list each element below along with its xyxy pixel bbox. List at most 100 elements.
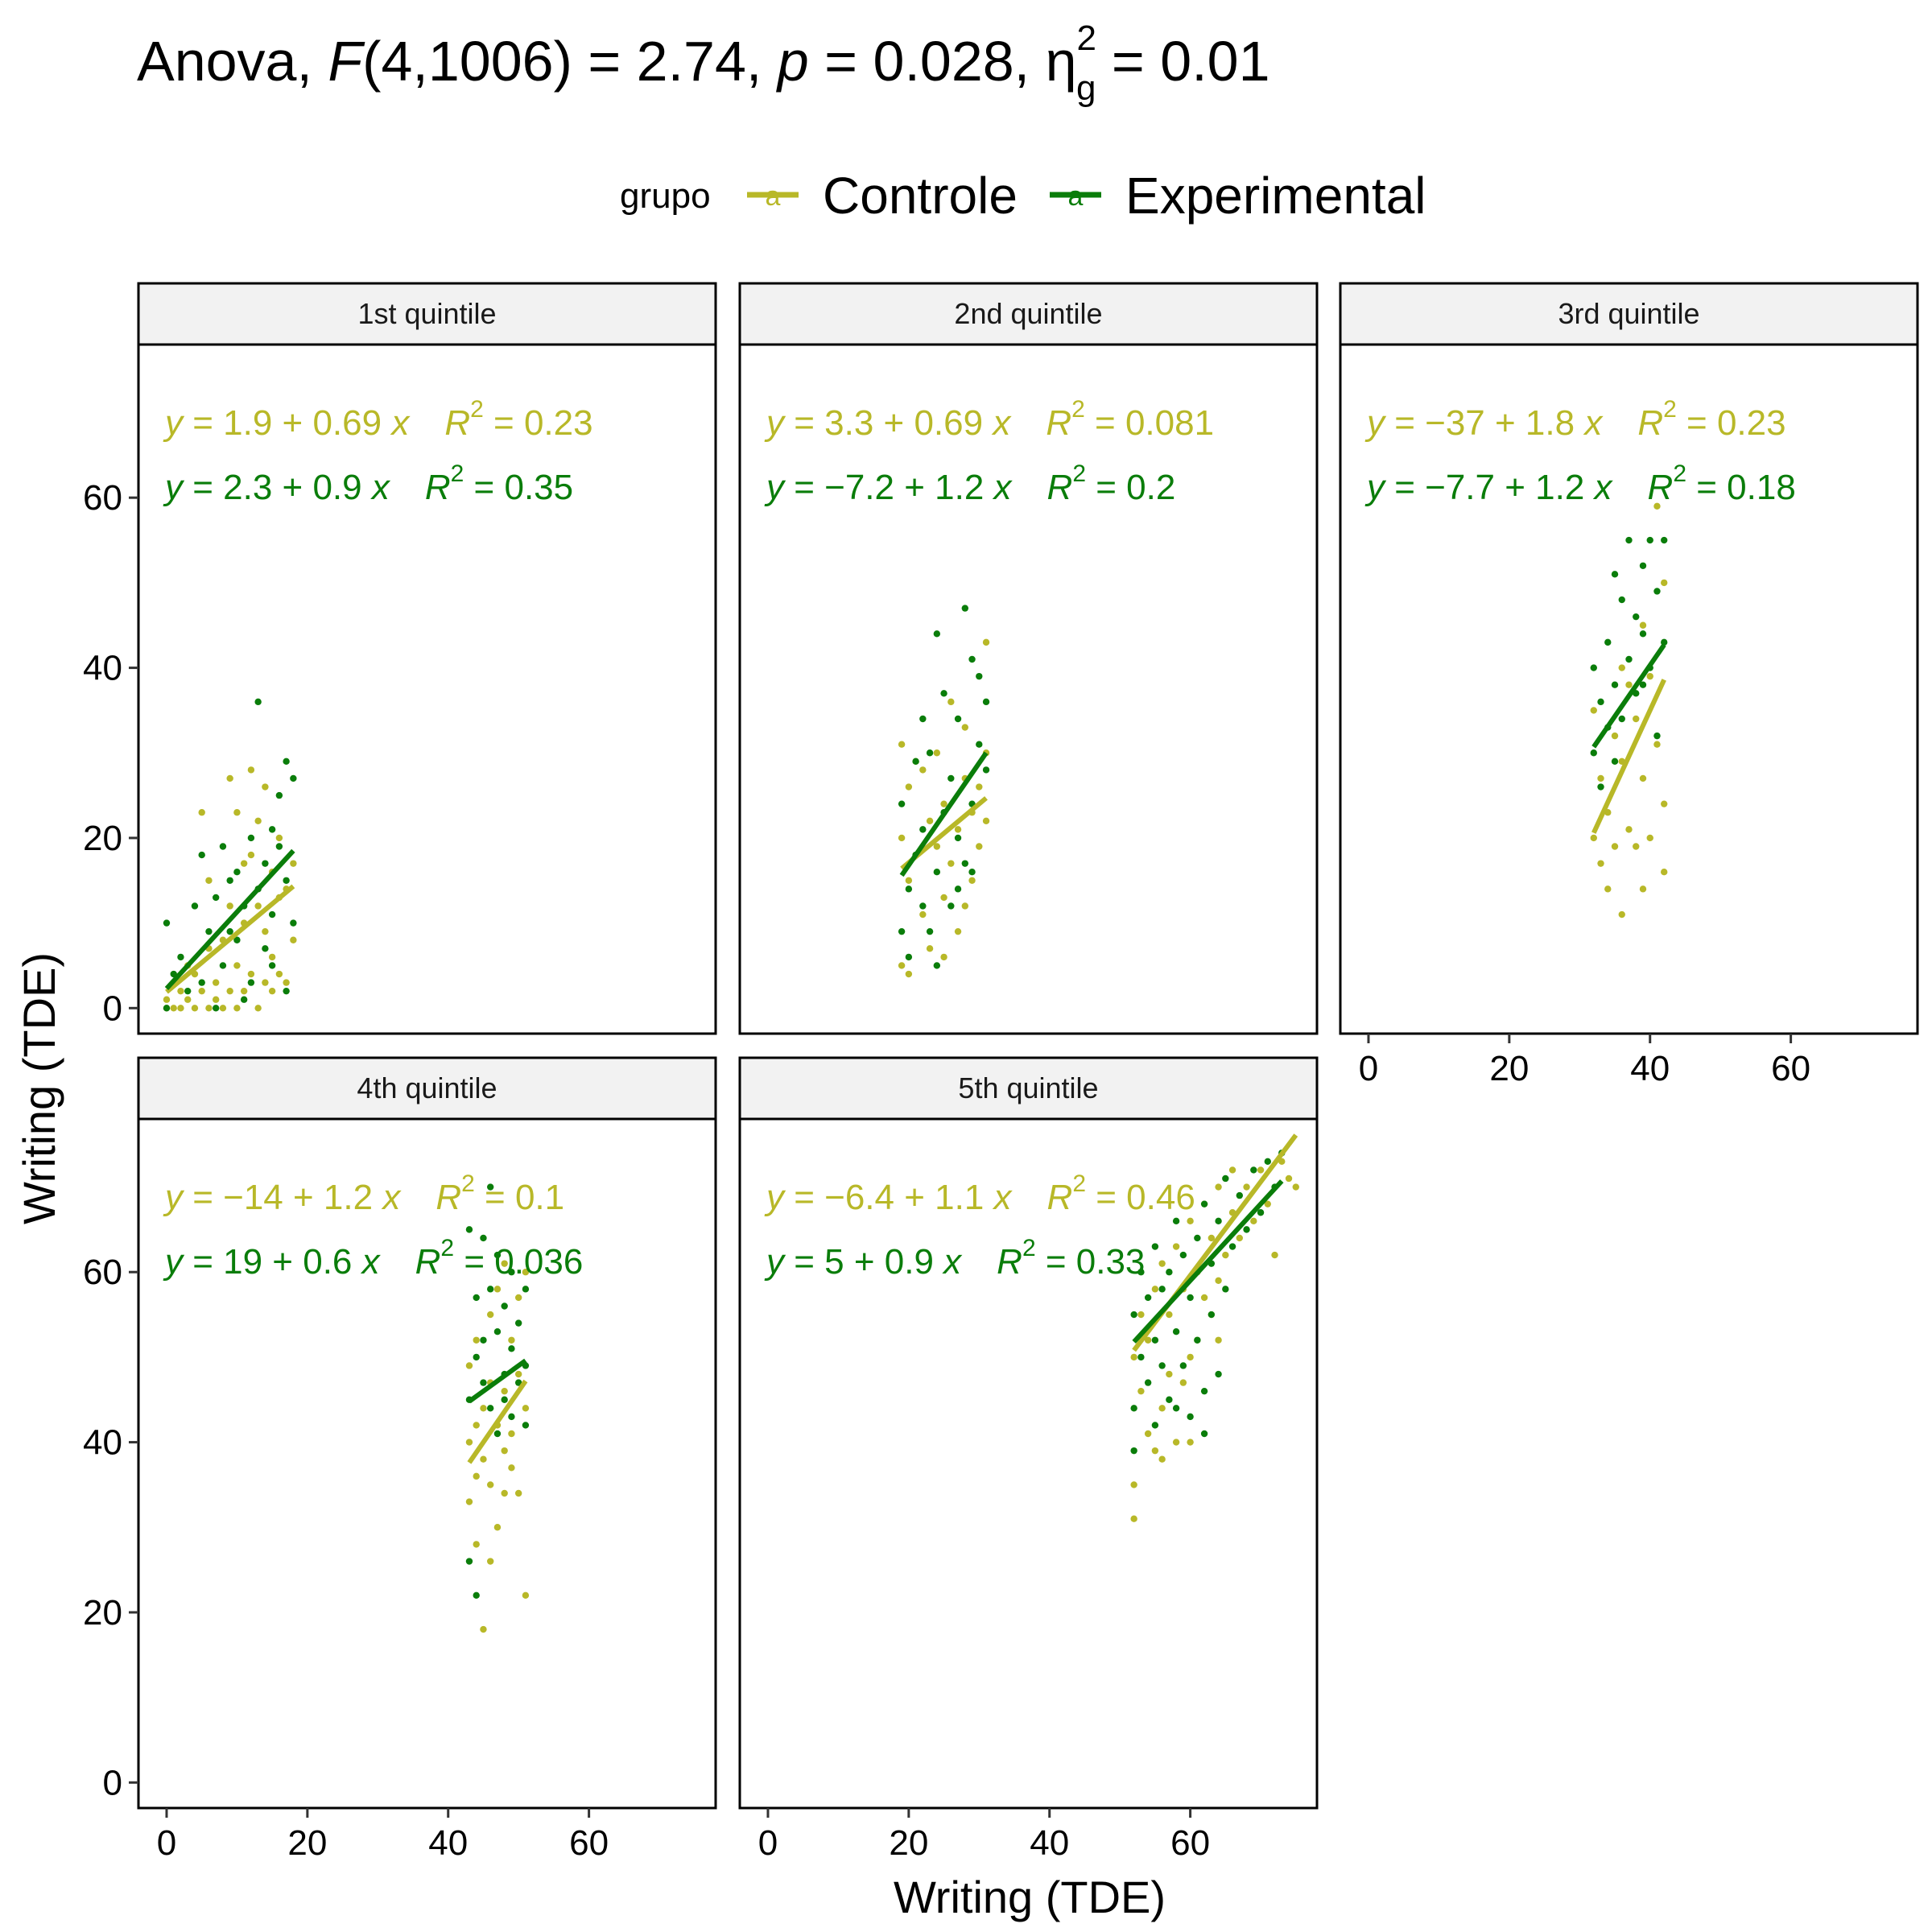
data-point (473, 1541, 480, 1548)
y-tick-label: 60 (83, 1253, 122, 1292)
data-point (919, 902, 927, 910)
data-point (1144, 1430, 1152, 1438)
data-point (480, 1336, 487, 1344)
regression-line-controle (1591, 679, 1666, 834)
data-point (1151, 1286, 1159, 1293)
panel-2: 2nd quintile y = 3.3 + 0.69 x R2 = 0.081 y … (738, 282, 1319, 1035)
data-point (191, 1005, 199, 1012)
facet-strip-label: 4th quintile (357, 1071, 497, 1104)
data-point (1653, 732, 1661, 740)
facet-strip (137, 1056, 717, 1121)
y-tick-label: 0 (103, 1763, 122, 1802)
regression-line-controle (165, 884, 295, 994)
data-point (1200, 1294, 1208, 1302)
data-point (919, 826, 927, 833)
data-point (1151, 1243, 1159, 1250)
data-point (501, 1302, 508, 1310)
data-point (954, 886, 962, 893)
data-point (982, 638, 990, 646)
data-point (163, 996, 171, 1003)
regression-line-experimental (1591, 643, 1666, 749)
y-tick-label: 20 (83, 1593, 122, 1633)
data-point (1130, 1515, 1137, 1522)
data-point (905, 970, 913, 978)
data-point (940, 953, 947, 961)
data-point (205, 1005, 213, 1012)
data-point (465, 1558, 473, 1565)
regression-equation-controle: y = 3.3 + 0.69 x R2 = 0.081 (764, 396, 1214, 443)
data-point (480, 1379, 487, 1386)
regression-line-experimental (899, 751, 989, 877)
data-point (226, 774, 233, 782)
data-point (1243, 1183, 1250, 1191)
data-point (212, 979, 220, 986)
data-point (940, 894, 947, 902)
data-point (1179, 1362, 1187, 1369)
data-point (205, 927, 213, 935)
data-point (1200, 1430, 1208, 1438)
data-point (262, 783, 269, 791)
data-point (240, 996, 248, 1003)
regression-equation-controle: y = −6.4 + 1.1 x R2 = 0.46 (764, 1170, 1195, 1217)
data-point (1590, 707, 1597, 714)
data-point (522, 1286, 530, 1293)
data-point (1187, 1353, 1194, 1361)
data-point (226, 877, 233, 884)
data-point (465, 1226, 473, 1233)
data-point (919, 715, 927, 723)
regression-line-experimental (164, 848, 295, 991)
data-point (976, 843, 983, 850)
data-point (919, 910, 927, 919)
y-tick-label: 20 (83, 819, 122, 858)
series-points-controle (1590, 502, 1668, 919)
data-point (982, 817, 990, 825)
data-point (1222, 1251, 1229, 1259)
data-point (1633, 613, 1640, 621)
data-point (926, 749, 934, 757)
series-points-experimental (163, 698, 297, 1012)
data-point (1187, 1413, 1194, 1421)
data-point (501, 1260, 508, 1267)
regression-equation-controle: y = −14 + 1.2 x R2 = 0.1 (163, 1170, 564, 1217)
data-point (1179, 1379, 1187, 1386)
data-point (1264, 1200, 1271, 1208)
data-point (933, 749, 941, 757)
data-point (1158, 1455, 1166, 1463)
data-point (912, 758, 919, 766)
data-point (1151, 1447, 1159, 1455)
data-point (976, 741, 983, 748)
data-point (1208, 1311, 1216, 1319)
y-axis: 0 20 40 60 (83, 478, 138, 1028)
data-point (501, 1396, 508, 1403)
data-point (1137, 1353, 1145, 1361)
data-point (1215, 1217, 1222, 1225)
data-point (905, 953, 913, 961)
data-point (1271, 1251, 1278, 1259)
data-point (1144, 1379, 1152, 1386)
data-point (968, 869, 976, 876)
data-point (947, 902, 955, 910)
regression-equation-experimental: y = 2.3 + 0.9 x R2 = 0.35 (163, 460, 573, 507)
data-point (1144, 1294, 1152, 1302)
data-point (493, 1524, 502, 1531)
data-point (1611, 571, 1619, 578)
data-point (275, 970, 283, 978)
series-points-controle (465, 1260, 530, 1633)
facet-strip (137, 282, 717, 346)
data-point (1257, 1166, 1265, 1174)
facet-strip-label: 5th quintile (958, 1071, 1098, 1104)
facet-strip (738, 282, 1319, 346)
data-point (508, 1336, 515, 1344)
data-point (1625, 826, 1633, 833)
data-point (1653, 741, 1661, 748)
data-point (1633, 715, 1640, 723)
data-point (898, 741, 906, 748)
data-point (493, 1430, 502, 1438)
data-point (268, 962, 276, 969)
data-point (486, 1405, 494, 1412)
data-point (1661, 536, 1668, 544)
data-point (1187, 1217, 1194, 1225)
regression-line-experimental (468, 1358, 527, 1404)
data-point (480, 1405, 487, 1412)
data-point (1633, 843, 1640, 850)
